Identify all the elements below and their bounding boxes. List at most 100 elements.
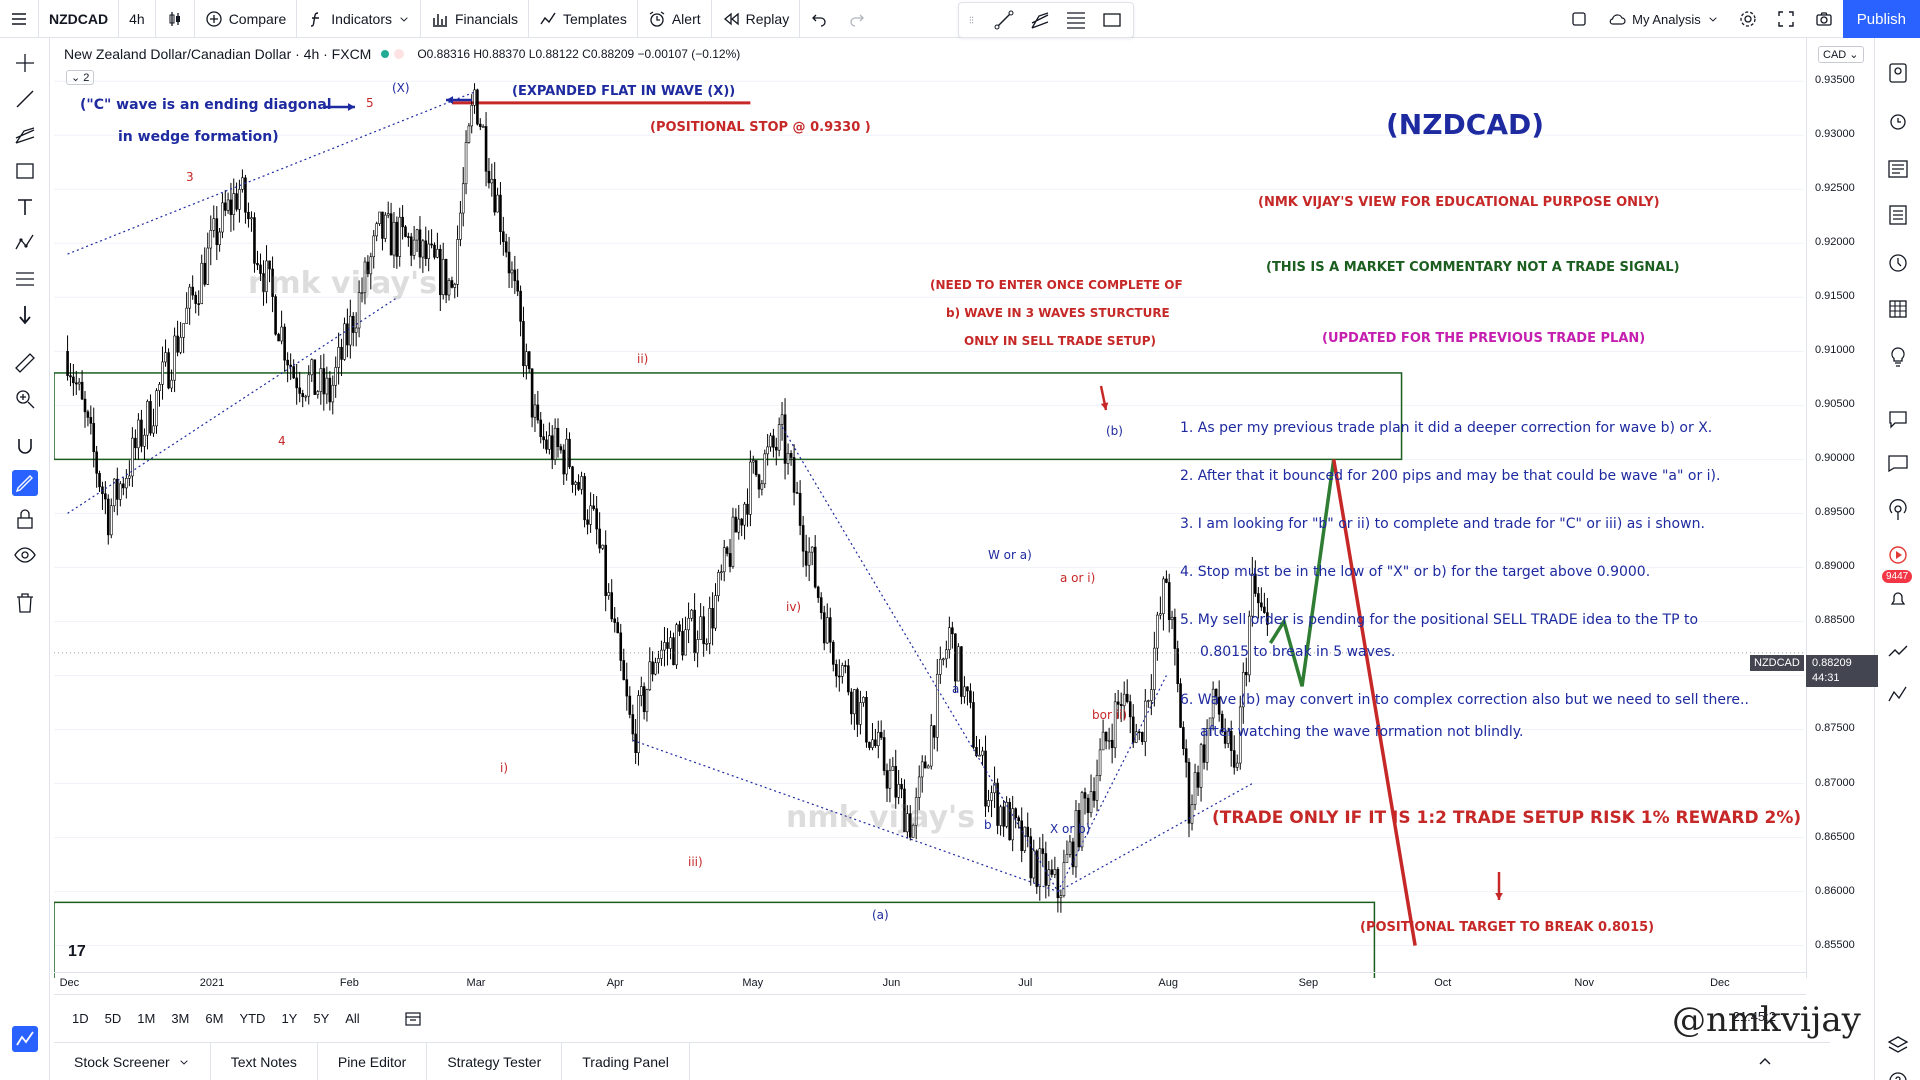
candle-body	[1156, 615, 1158, 648]
tab-pine-editor[interactable]: Pine Editor	[318, 1043, 427, 1080]
trend-line-icon[interactable]	[993, 9, 1015, 31]
arrow-tool[interactable]	[12, 302, 38, 328]
range-1y[interactable]: 1Y	[281, 1011, 297, 1026]
candle-body	[238, 189, 240, 209]
line-tool[interactable]	[12, 86, 38, 112]
fullscreen-button[interactable]	[1767, 0, 1805, 38]
zoom-tool[interactable]	[12, 386, 38, 412]
range-3m[interactable]: 3M	[171, 1011, 189, 1026]
candle-body	[393, 222, 395, 255]
messages-button[interactable]	[1885, 450, 1911, 476]
patterns-tool[interactable]	[12, 230, 38, 256]
range-1m[interactable]: 1M	[137, 1011, 155, 1026]
symbol-search-button[interactable]: NZDCAD	[39, 0, 119, 38]
pitchfork-tool[interactable]	[12, 122, 38, 148]
drag-handle-icon[interactable]	[969, 9, 979, 31]
alerts-panel-button[interactable]	[1885, 108, 1911, 134]
candle-body	[413, 240, 415, 255]
help-button[interactable]	[1885, 1068, 1911, 1080]
layout-button[interactable]	[1560, 0, 1598, 38]
price-tick-label: 0.91000	[1815, 344, 1855, 356]
trend-widget-button[interactable]	[1885, 638, 1911, 664]
redo-button[interactable]	[838, 0, 876, 38]
tab-stock-screener[interactable]: Stock Screener	[54, 1043, 211, 1080]
candle-body	[152, 426, 154, 433]
candle-body	[302, 393, 304, 396]
ideas-button[interactable]	[1885, 344, 1911, 370]
chart-logo-icon: 17	[68, 943, 86, 960]
prediction-tool[interactable]	[12, 266, 38, 292]
shapes-tool[interactable]	[12, 158, 38, 184]
remove-drawings-tool[interactable]	[12, 590, 38, 616]
collapse-panel-icon[interactable]	[1756, 1053, 1774, 1071]
compare-button[interactable]: Compare	[195, 0, 298, 38]
visibility-tool[interactable]	[12, 542, 38, 568]
time-axis[interactable]: Dec 2021 Feb Mar Apr May Jun Jul Aug Sep Oct Nov Dec	[54, 972, 1806, 994]
range-1d[interactable]: 1D	[72, 1011, 89, 1026]
candle-body	[379, 212, 381, 224]
notifications-button[interactable]	[1885, 586, 1911, 612]
candle-body	[233, 194, 235, 215]
my-analysis-button[interactable]: My Analysis	[1598, 0, 1729, 38]
financials-button[interactable]: Financials	[421, 0, 529, 38]
chats-button[interactable]	[1885, 406, 1911, 432]
interval-button[interactable]: 4h	[119, 0, 156, 38]
range-ytd[interactable]: YTD	[239, 1011, 265, 1026]
watchlist-button[interactable]	[1885, 60, 1911, 86]
range-all[interactable]: All	[345, 1011, 359, 1026]
rectangle-icon[interactable]	[1101, 9, 1123, 31]
go-to-date-icon[interactable]	[404, 1010, 422, 1028]
publish-button[interactable]: Publish	[1843, 0, 1920, 38]
candle-body	[545, 440, 547, 449]
alert-button[interactable]: Alert	[638, 0, 712, 38]
legend-collapse-toggle[interactable]: ⌄ 2	[66, 70, 94, 85]
price-chart[interactable]: 17	[54, 38, 1804, 978]
wave-label-i: i)	[500, 761, 508, 775]
hotlist-button[interactable]	[1885, 202, 1911, 228]
time-tick-label: Mar	[467, 977, 486, 989]
tab-strategy-tester[interactable]: Strategy Tester	[427, 1043, 562, 1080]
indicators-button[interactable]: Indicators	[297, 0, 421, 38]
calculator-button[interactable]	[1885, 296, 1911, 322]
streams-button[interactable]	[1885, 498, 1911, 524]
crosshair-tool[interactable]	[12, 50, 38, 76]
tab-text-notes[interactable]: Text Notes	[211, 1043, 318, 1080]
settings-button[interactable]	[1729, 0, 1767, 38]
candle-body	[78, 382, 80, 384]
chart-pane[interactable]: 17	[54, 38, 1804, 978]
chart-type-button[interactable]	[156, 0, 195, 38]
range-5y[interactable]: 5Y	[313, 1011, 329, 1026]
replay-button[interactable]: Replay	[712, 0, 801, 38]
updated-note: (UPDATED FOR THE PREVIOUS TRADE PLAN)	[1322, 331, 1645, 346]
candle-body	[654, 663, 656, 674]
magnet-tool[interactable]	[12, 434, 38, 460]
text-tool[interactable]	[12, 194, 38, 220]
candle-body	[563, 450, 565, 474]
range-6m[interactable]: 6M	[205, 1011, 223, 1026]
candle-body	[643, 687, 645, 712]
live-button[interactable]	[1885, 542, 1911, 568]
range-5d[interactable]: 5D	[105, 1011, 122, 1026]
menu-button[interactable]	[0, 0, 39, 38]
candle-body	[448, 281, 450, 295]
calendar-button[interactable]	[1885, 250, 1911, 276]
undo-button[interactable]	[800, 0, 838, 38]
price-axis[interactable]: 0.93500 0.93000 0.92500 0.92000 0.91500 0.910…	[1806, 38, 1878, 978]
keep-drawing-tool[interactable]	[12, 470, 38, 496]
pattern-widget-button[interactable]	[1885, 682, 1911, 708]
candle-body	[1132, 717, 1134, 743]
logo-icon	[13, 1027, 37, 1051]
lock-tool[interactable]	[12, 506, 38, 532]
snapshot-button[interactable]	[1805, 0, 1843, 38]
ruler-tool[interactable]	[12, 350, 38, 376]
currency-selector[interactable]: CAD ⌄	[1818, 46, 1864, 63]
legend-title[interactable]: New Zealand Dollar/Canadian Dollar · 4h …	[64, 46, 371, 62]
tab-trading-panel[interactable]: Trading Panel	[562, 1043, 690, 1080]
candle-body	[666, 642, 668, 648]
layers-button[interactable]	[1885, 1032, 1911, 1058]
templates-button[interactable]: Templates	[529, 0, 638, 38]
pitchfork-icon[interactable]	[1029, 9, 1051, 31]
fib-retracement-icon[interactable]	[1065, 9, 1087, 31]
tradingview-logo-button[interactable]	[12, 1026, 38, 1052]
data-window-button[interactable]	[1885, 156, 1911, 182]
